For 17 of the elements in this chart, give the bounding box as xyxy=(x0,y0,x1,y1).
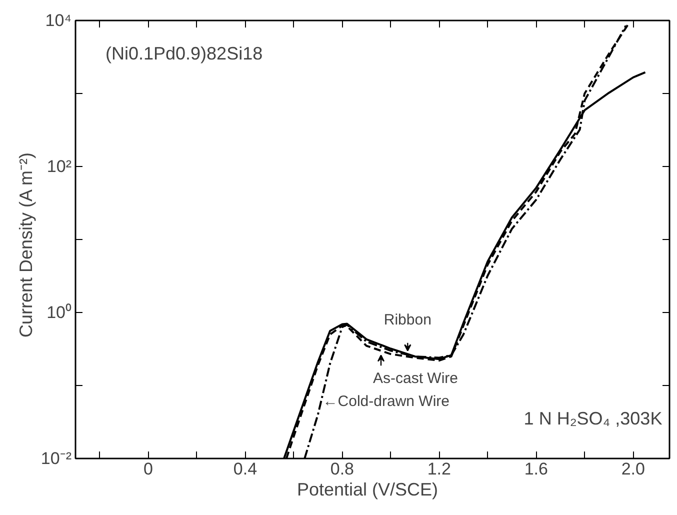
annotation: Ribbon xyxy=(384,312,432,329)
y-tick-label: 10⁻² xyxy=(40,449,72,468)
x-tick-label: 0.4 xyxy=(233,460,258,478)
x-axis-title: Potential (V/SCE) xyxy=(296,480,438,500)
y-tick-label: 10⁰ xyxy=(46,303,72,322)
y-tick-label: 10⁴ xyxy=(45,11,72,30)
y-axis-title: Current Density (A m⁻²) xyxy=(16,152,36,338)
annotation: ←Cold-drawn Wire xyxy=(322,393,450,410)
annotation: 1 N H₂SO₄ ,303K xyxy=(524,408,662,428)
x-tick-label: 0 xyxy=(144,460,153,478)
annotation: (Ni0.1Pd0.9)82Si18 xyxy=(106,44,263,64)
x-tick-label: 1.6 xyxy=(524,460,548,478)
x-tick-label: 1.2 xyxy=(427,460,451,478)
x-tick-label: 2.0 xyxy=(621,460,645,478)
annotation: As-cast Wire xyxy=(372,370,458,388)
y-tick-label: 10² xyxy=(46,157,72,176)
x-tick-label: 0.8 xyxy=(330,460,354,478)
